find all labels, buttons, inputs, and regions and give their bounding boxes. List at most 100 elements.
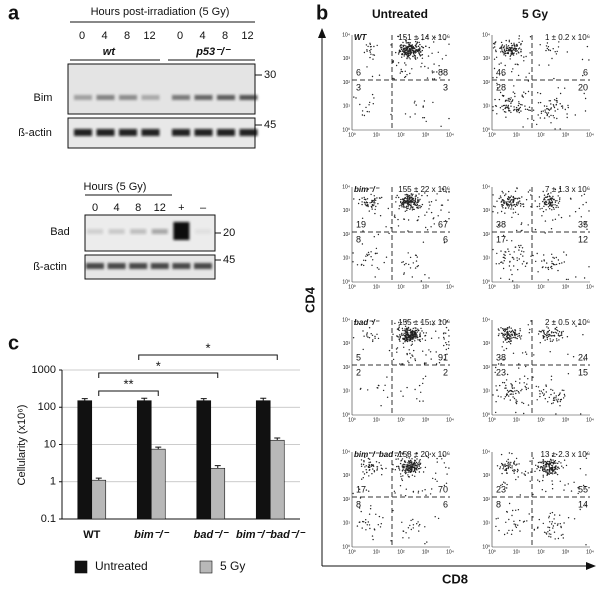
event-dot xyxy=(403,206,405,209)
event-dot xyxy=(544,334,546,336)
event-dot xyxy=(429,453,431,455)
event-dot xyxy=(426,541,428,543)
event-dot xyxy=(367,457,370,460)
lane-label: 0 xyxy=(92,202,98,214)
event-dot xyxy=(397,218,399,221)
event-dot xyxy=(515,399,517,401)
event-dot xyxy=(499,107,502,109)
event-dot xyxy=(503,260,505,262)
event-dot xyxy=(502,341,505,343)
event-dot xyxy=(521,352,524,354)
event-dot xyxy=(565,278,568,281)
event-dot xyxy=(506,239,508,242)
event-dot xyxy=(352,492,354,495)
event-dot xyxy=(401,479,404,482)
event-dot xyxy=(512,52,514,55)
event-dot xyxy=(517,74,520,77)
event-dot xyxy=(415,204,418,207)
event-dot xyxy=(545,464,547,466)
axis-tick-label: 10¹ xyxy=(513,132,521,138)
event-dot xyxy=(513,251,515,253)
significance-bracket xyxy=(98,390,159,396)
event-dot xyxy=(440,320,442,322)
event-dot xyxy=(406,57,408,60)
quadrant-percent: 67 xyxy=(438,219,448,229)
event-dot xyxy=(436,193,438,195)
event-dot xyxy=(402,475,404,477)
event-dot xyxy=(418,463,420,466)
event-dot xyxy=(518,363,520,365)
event-dot xyxy=(433,41,435,43)
event-dot xyxy=(548,195,551,197)
event-dot xyxy=(505,464,507,467)
event-dot xyxy=(517,201,519,203)
event-dot xyxy=(363,196,365,199)
event-dot xyxy=(518,107,520,110)
event-dot xyxy=(516,259,518,262)
axis-tick-label: 10⁰ xyxy=(342,127,350,133)
event-dot xyxy=(512,48,515,51)
event-dot xyxy=(361,243,364,245)
event-dot xyxy=(537,465,539,467)
event-dot xyxy=(406,467,409,469)
event-dot xyxy=(414,388,416,391)
event-dot xyxy=(416,466,418,469)
event-dot xyxy=(506,511,508,513)
band xyxy=(130,229,147,234)
event-dot xyxy=(378,462,380,464)
event-dot xyxy=(400,460,402,462)
event-dot xyxy=(543,460,545,463)
legend-label: Untreated xyxy=(95,559,148,573)
event-dot xyxy=(363,51,366,54)
event-dot xyxy=(417,328,419,330)
axis-tick-label: 10⁰ xyxy=(488,284,496,290)
event-dot xyxy=(585,453,588,455)
event-dot xyxy=(419,400,421,402)
event-dot xyxy=(551,483,554,485)
event-dot xyxy=(542,476,544,478)
event-dot xyxy=(516,389,518,392)
event-dot xyxy=(509,336,511,338)
event-dot xyxy=(407,219,410,221)
event-dot xyxy=(505,44,508,46)
event-dot xyxy=(418,216,420,218)
event-dot xyxy=(514,390,516,392)
event-dot xyxy=(386,396,389,398)
event-dot xyxy=(400,390,402,392)
lane-label: 8 xyxy=(135,202,141,214)
event-dot xyxy=(380,464,382,466)
event-dot xyxy=(550,205,552,207)
event-dot xyxy=(507,333,509,336)
event-dot xyxy=(549,335,551,337)
event-dot xyxy=(421,49,423,52)
event-dot xyxy=(551,331,553,333)
event-dot xyxy=(498,224,500,227)
event-dot xyxy=(385,256,388,258)
event-dot xyxy=(581,195,583,197)
event-dot xyxy=(492,47,495,49)
event-dot xyxy=(583,193,586,195)
event-dot xyxy=(370,193,372,196)
event-dot xyxy=(557,466,559,468)
event-dot xyxy=(360,465,363,467)
event-dot xyxy=(443,336,445,339)
event-dot xyxy=(513,44,515,47)
event-dot xyxy=(374,337,376,339)
event-dot xyxy=(537,92,539,94)
event-dot xyxy=(366,471,368,474)
event-dot xyxy=(548,466,550,468)
event-dot xyxy=(560,331,563,333)
event-dot xyxy=(495,411,497,414)
event-dot xyxy=(414,56,416,59)
event-dot xyxy=(559,187,561,190)
event-dot xyxy=(417,492,419,494)
event-dot xyxy=(399,473,402,475)
event-dot xyxy=(405,465,407,468)
event-dot xyxy=(573,481,575,483)
event-dot xyxy=(548,205,551,207)
event-dot xyxy=(404,339,407,342)
event-dot xyxy=(549,340,552,342)
event-dot xyxy=(519,205,522,207)
event-dot xyxy=(527,387,529,389)
event-dot xyxy=(547,108,549,110)
